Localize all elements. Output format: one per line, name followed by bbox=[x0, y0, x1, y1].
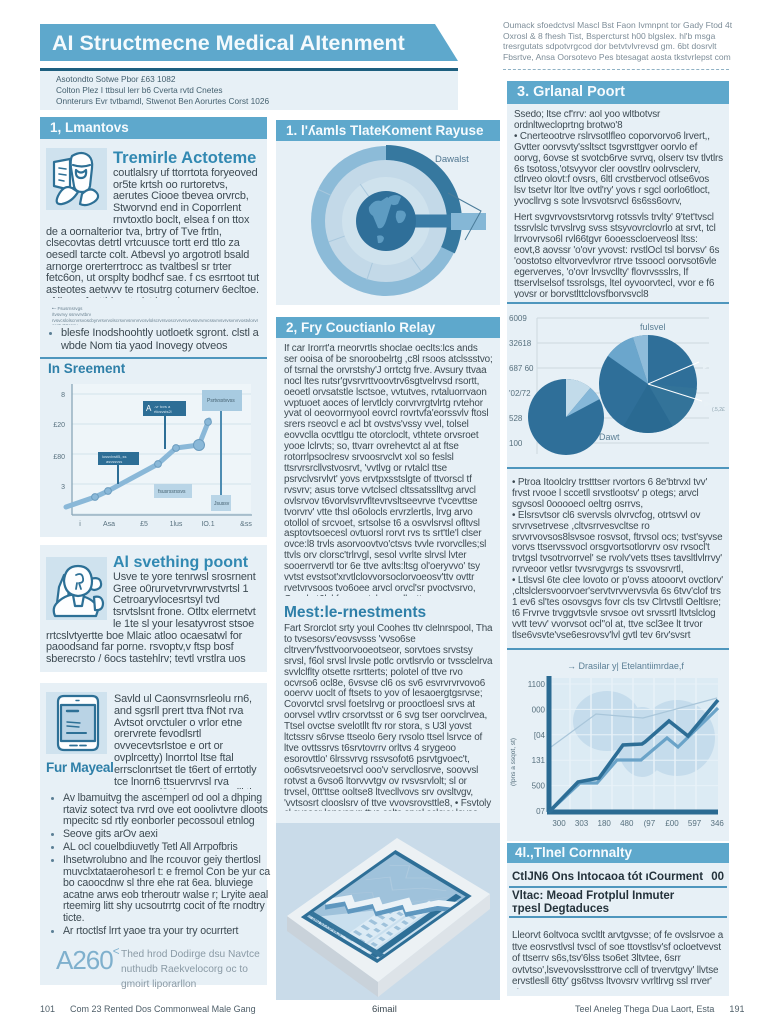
svg-text:Psrtvsstvvss: Psrtvsstvvss bbox=[207, 398, 235, 404]
svg-text:Dawalst: Dawalst bbox=[435, 154, 469, 165]
svg-text:6009: 6009 bbox=[509, 314, 527, 323]
svg-text:500: 500 bbox=[532, 782, 546, 791]
svg-text:100: 100 bbox=[509, 439, 523, 448]
svg-text:(fpns a ssqot, st): (fpns a ssqot, st) bbox=[510, 738, 517, 786]
svg-text:-vr tcvs a: -vr tcvs a bbox=[154, 404, 171, 409]
svg-text:£80: £80 bbox=[53, 454, 65, 461]
svg-text:(.5,2£: (.5,2£ bbox=[712, 407, 725, 413]
svg-text:'02/72: '02/72 bbox=[509, 389, 531, 398]
svg-text:07: 07 bbox=[536, 807, 545, 816]
svg-text:303: 303 bbox=[575, 819, 589, 828]
svg-text:Asa: Asa bbox=[103, 521, 115, 528]
svg-text:346: 346 bbox=[711, 819, 725, 828]
svg-text:£00: £00 bbox=[665, 819, 679, 828]
svg-text:3: 3 bbox=[61, 484, 65, 491]
svg-text:180: 180 bbox=[598, 819, 612, 828]
svg-text:8: 8 bbox=[61, 392, 65, 399]
svg-text:1lus: 1lus bbox=[170, 521, 183, 528]
svg-text:300: 300 bbox=[552, 819, 566, 828]
svg-text:528: 528 bbox=[509, 414, 523, 423]
svg-text:→ Drasilar y| Etelantiimrdae,: → Drasilar y| Etelantiimrdae,f bbox=[567, 661, 684, 671]
svg-text:£5: £5 bbox=[140, 521, 148, 528]
svg-text:131: 131 bbox=[532, 756, 546, 765]
svg-text:[04: [04 bbox=[534, 731, 546, 740]
svg-text:rtlcsvsts2l: rtlcsvsts2l bbox=[154, 409, 172, 414]
svg-text:Dawt: Dawt bbox=[599, 432, 620, 442]
svg-text:fsusrssrssvs: fsusrssrssvs bbox=[158, 489, 186, 495]
svg-text:1100: 1100 bbox=[528, 680, 546, 689]
svg-text:480: 480 bbox=[620, 819, 634, 828]
svg-text:IO.1: IO.1 bbox=[201, 521, 214, 528]
svg-text:i: i bbox=[79, 521, 81, 528]
svg-text:000: 000 bbox=[532, 705, 546, 714]
svg-text:&ss: &ss bbox=[240, 521, 252, 528]
svg-text:A: A bbox=[146, 404, 152, 413]
svg-text:687 60: 687 60 bbox=[509, 364, 534, 373]
svg-text:Jsussv: Jsussv bbox=[214, 501, 230, 507]
svg-text:asvssvss: asvssvss bbox=[106, 459, 122, 464]
svg-text:32618: 32618 bbox=[509, 339, 532, 348]
svg-text:£20: £20 bbox=[53, 422, 65, 429]
svg-text:fulsvel: fulsvel bbox=[640, 322, 666, 332]
svg-text:(97: (97 bbox=[644, 819, 656, 828]
svg-text:lussvlvstl5,,ss: lussvlvstl5,,ss bbox=[102, 454, 126, 459]
svg-text:597: 597 bbox=[688, 819, 702, 828]
